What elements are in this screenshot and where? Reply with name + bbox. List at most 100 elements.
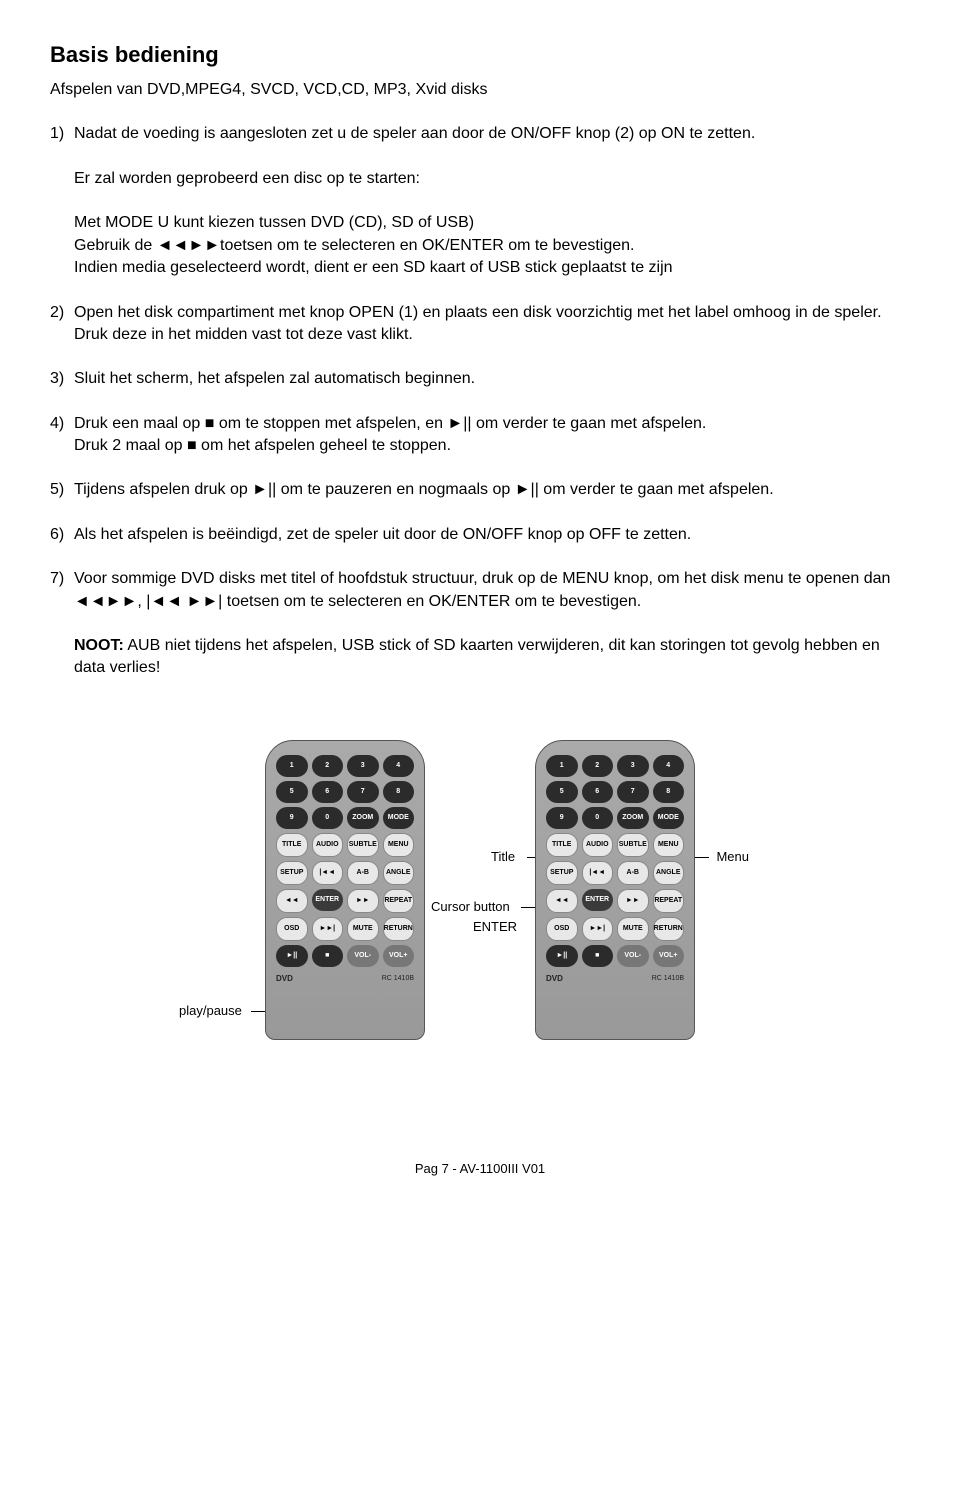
remote-model: RC 1410B: [652, 974, 684, 984]
remote-button: ►||: [546, 945, 578, 967]
remote-button: 6: [312, 781, 344, 803]
remote-button: 1: [276, 755, 308, 777]
remote-button: MENU: [383, 833, 415, 857]
remote-button: ENTER: [312, 889, 344, 911]
remote-right-wrap: Title Cursor button ENTER Menu 123456789…: [535, 740, 695, 1040]
remote-button: MODE: [653, 807, 685, 829]
remote-button: 5: [276, 781, 308, 803]
list-item-5: 5) Tijdens afspelen druk op ►|| om te pa…: [50, 479, 910, 501]
remote-button: ►►: [347, 889, 379, 913]
remote-button: MUTE: [617, 917, 649, 941]
callout-cursor: Cursor button: [431, 898, 510, 916]
remote-button: SETUP: [546, 861, 578, 885]
remote-button: 7: [617, 781, 649, 803]
note-label: NOOT:: [74, 637, 124, 654]
remote-button: ■: [582, 945, 614, 967]
list-item-6: 6) Als het afspelen is beëindigd, zet de…: [50, 524, 910, 546]
item-text: Tijdens afspelen druk op ►|| om te pauze…: [74, 481, 774, 498]
remote-button: 6: [582, 781, 614, 803]
item-text: Open het disk compartiment met knop OPEN…: [74, 304, 882, 343]
callout-enter: ENTER: [473, 918, 517, 936]
remote-button: 9: [546, 807, 578, 829]
remote-left: 1234567890ZOOMMODETITLEAUDIOSUBTLEMENUSE…: [265, 740, 425, 1040]
remote-button: |◄◄: [312, 861, 344, 885]
remote-button: AUDIO: [582, 833, 614, 857]
remote-button: 4: [653, 755, 685, 777]
remote-button: 4: [383, 755, 415, 777]
remote-button: TITLE: [546, 833, 578, 857]
remote-button: ZOOM: [617, 807, 649, 829]
remote-button: VOL+: [383, 945, 415, 967]
remote-button: ENTER: [582, 889, 614, 911]
remotes-illustration: play/pause 1234567890ZOOMMODETITLEAUDIOS…: [50, 740, 910, 1040]
note-block: NOOT: AUB niet tijdens het afspelen, USB…: [50, 635, 910, 680]
remote-button: 8: [653, 781, 685, 803]
remote-button: ZOOM: [347, 807, 379, 829]
remote-button: SUBTLE: [617, 833, 649, 857]
remote-button: MUTE: [347, 917, 379, 941]
page-title: Basis bediening: [50, 40, 910, 71]
callout-menu: Menu: [716, 848, 749, 866]
remote-button: 9: [276, 807, 308, 829]
remote-button: SUBTLE: [347, 833, 379, 857]
remote-model: RC 1410B: [382, 974, 414, 984]
item-text: Sluit het scherm, het afspelen zal autom…: [74, 370, 475, 387]
item-number: 7): [50, 568, 64, 590]
remote-button: 3: [347, 755, 379, 777]
list-item-4: 4) Druk een maal op ■ om te stoppen met …: [50, 413, 910, 458]
info-line: Indien media geselecteerd wordt, dient e…: [74, 257, 910, 279]
item-text: Voor sommige DVD disks met titel of hoof…: [74, 570, 890, 609]
remote-button: VOL+: [653, 945, 685, 967]
remote-button: ►►|: [582, 917, 614, 941]
remote-button: ■: [312, 945, 344, 967]
item-number: 3): [50, 368, 64, 390]
remote-button: ◄◄: [276, 889, 308, 913]
remote-button: VOL-: [347, 945, 379, 967]
remote-button: |◄◄: [582, 861, 614, 885]
remote-button: RETURN: [653, 917, 685, 941]
callout-title: Title: [491, 848, 515, 866]
remote-button: REPEAT: [653, 889, 685, 913]
remote-button: RETURN: [383, 917, 415, 941]
item-text: Als het afspelen is beëindigd, zet de sp…: [74, 526, 691, 543]
note-text: AUB niet tijdens het afspelen, USB stick…: [74, 637, 880, 676]
remote-button: SETUP: [276, 861, 308, 885]
remote-button: 2: [582, 755, 614, 777]
remote-button: ►►: [617, 889, 649, 913]
info-line: Gebruik de ◄◄►►toetsen om te selecteren …: [74, 235, 910, 257]
remote-button: ►►|: [312, 917, 344, 941]
remote-button: REPEAT: [383, 889, 415, 913]
item-text: Druk 2 maal op ■ om het afspelen geheel …: [74, 437, 451, 454]
callout-play-pause: play/pause: [179, 1002, 242, 1020]
list-item-7: 7) Voor sommige DVD disks met titel of h…: [50, 568, 910, 613]
remote-button: A-B: [617, 861, 649, 885]
remote-button: ►||: [276, 945, 308, 967]
remote-button: MENU: [653, 833, 685, 857]
list-item-3: 3) Sluit het scherm, het afspelen zal au…: [50, 368, 910, 390]
item-number: 1): [50, 123, 64, 145]
dvd-logo: DVD: [546, 973, 563, 984]
info-block: Er zal worden geprobeerd een disc op te …: [50, 168, 910, 280]
remote-button: 3: [617, 755, 649, 777]
remote-button: 5: [546, 781, 578, 803]
page-footer: Pag 7 - AV-1100III V01: [50, 1160, 910, 1178]
item-number: 4): [50, 413, 64, 435]
info-line: Er zal worden geprobeerd een disc op te …: [74, 168, 910, 190]
item-text: Druk een maal op ■ om te stoppen met afs…: [74, 415, 706, 432]
remote-button: OSD: [546, 917, 578, 941]
remote-right: 1234567890ZOOMMODETITLEAUDIOSUBTLEMENUSE…: [535, 740, 695, 1040]
info-line: Met MODE U kunt kiezen tussen DVD (CD), …: [74, 212, 910, 234]
remote-button: ANGLE: [653, 861, 685, 885]
remote-button: TITLE: [276, 833, 308, 857]
remote-button: 0: [582, 807, 614, 829]
item-number: 5): [50, 479, 64, 501]
remote-button: 2: [312, 755, 344, 777]
remote-button: 0: [312, 807, 344, 829]
remote-button: 7: [347, 781, 379, 803]
remote-button: OSD: [276, 917, 308, 941]
subtitle: Afspelen van DVD,MPEG4, SVCD, VCD,CD, MP…: [50, 79, 910, 101]
remote-left-wrap: play/pause 1234567890ZOOMMODETITLEAUDIOS…: [265, 740, 425, 1040]
list-item-2: 2) Open het disk compartiment met knop O…: [50, 302, 910, 347]
item-number: 6): [50, 524, 64, 546]
remote-button: A-B: [347, 861, 379, 885]
